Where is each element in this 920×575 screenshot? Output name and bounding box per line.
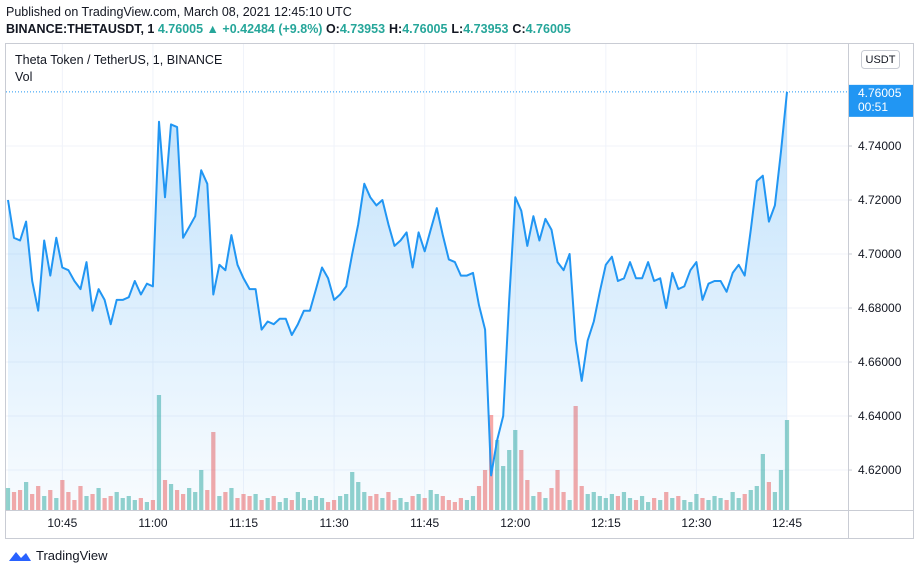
symbol: BINANCE:THETAUSDT, 1 <box>6 22 155 36</box>
y-tick-label: 4.62000 <box>858 463 902 477</box>
ohlc-value: 4.76005 <box>402 22 448 36</box>
area-fill <box>8 91 787 511</box>
x-tick-label: 11:45 <box>410 516 439 530</box>
ohlc-label: H: <box>389 22 403 36</box>
x-tick-label: 11:15 <box>229 516 258 530</box>
volume-label: Vol <box>15 70 32 84</box>
chart: Theta Token / TetherUS, 1, BINANCE Vol U… <box>5 43 914 539</box>
x-tick-label: 11:00 <box>138 516 167 530</box>
y-tick-label: 4.68000 <box>858 301 902 315</box>
published-line: Published on TradingView.com, March 08, … <box>6 5 352 19</box>
y-tick-label: 4.72000 <box>858 193 902 207</box>
last-price-pill <box>849 84 913 117</box>
y-tick-label: 4.70000 <box>858 247 902 261</box>
y-tick-label: 4.66000 <box>858 355 902 369</box>
frame <box>5 43 914 539</box>
ohlc-label: O: <box>325 22 340 36</box>
brand: TradingView <box>36 548 108 563</box>
ohlc-label: L: <box>451 22 464 36</box>
x-tick-label: 12:00 <box>500 516 530 530</box>
ohlc: O:4.73953 H:4.76005 L:4.73953 C:4.76005 <box>326 22 575 36</box>
chart-title: Theta Token / TetherUS, 1, BINANCE <box>15 53 222 67</box>
x-tick-label: 10:45 <box>47 516 77 530</box>
last-price: 4.76005 <box>157 22 204 36</box>
ohlc-value: 4.73953 <box>463 22 509 36</box>
ohlc-value: 4.73953 <box>339 22 386 36</box>
x-tick-label: 12:45 <box>772 516 802 530</box>
y-tick-label: 4.74000 <box>858 139 902 153</box>
brand-logo <box>9 551 31 561</box>
countdown: 00:51 <box>858 100 888 114</box>
x-tick-label: 11:30 <box>320 516 349 530</box>
x-tick-label: 12:30 <box>681 516 711 530</box>
x-tick-label: 12:15 <box>591 516 621 530</box>
quote-line: BINANCE:THETAUSDT, 1 4.76005 ▲ +0.42484 … <box>6 22 575 36</box>
change: ▲ +0.42484 (+9.8%) <box>206 22 323 36</box>
ohlc-value: 4.76005 <box>525 22 571 36</box>
currency-button-label[interactable]: USDT <box>866 54 896 66</box>
currency-button[interactable] <box>861 50 900 69</box>
price-line <box>7 91 788 477</box>
footer: TradingView <box>8 548 108 563</box>
ohlc-label: C: <box>512 22 526 36</box>
last-price-label: 4.76005 <box>858 86 902 100</box>
y-tick-label: 4.64000 <box>858 409 902 423</box>
